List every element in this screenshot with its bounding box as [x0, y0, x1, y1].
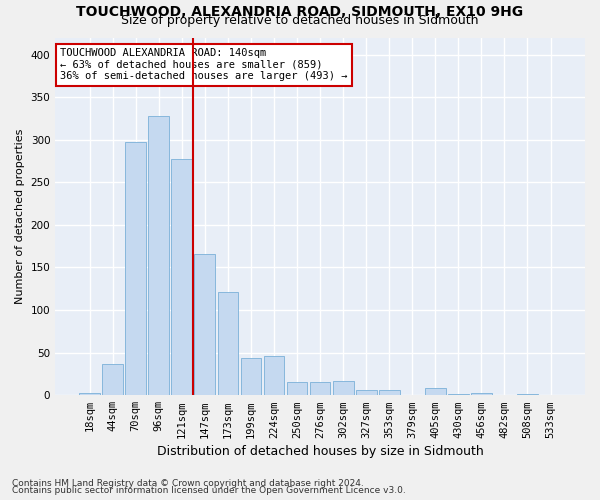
- Bar: [125, 142, 146, 395]
- Bar: [356, 390, 377, 395]
- Bar: [379, 390, 400, 395]
- Text: Contains HM Land Registry data © Crown copyright and database right 2024.: Contains HM Land Registry data © Crown c…: [12, 478, 364, 488]
- Bar: [448, 394, 469, 395]
- Text: Size of property relative to detached houses in Sidmouth: Size of property relative to detached ho…: [121, 14, 479, 27]
- Bar: [287, 382, 307, 395]
- Text: TOUCHWOOD ALEXANDRIA ROAD: 140sqm
← 63% of detached houses are smaller (859)
36%: TOUCHWOOD ALEXANDRIA ROAD: 140sqm ← 63% …: [61, 48, 348, 82]
- Bar: [79, 394, 100, 395]
- Bar: [102, 364, 123, 395]
- Bar: [218, 292, 238, 395]
- Bar: [263, 356, 284, 395]
- Bar: [471, 394, 492, 395]
- Bar: [172, 160, 192, 395]
- Bar: [310, 382, 331, 395]
- Bar: [425, 388, 446, 395]
- Bar: [241, 358, 262, 395]
- Bar: [333, 380, 353, 395]
- Bar: [517, 394, 538, 395]
- Bar: [148, 116, 169, 395]
- Text: Contains public sector information licensed under the Open Government Licence v3: Contains public sector information licen…: [12, 486, 406, 495]
- Text: TOUCHWOOD, ALEXANDRIA ROAD, SIDMOUTH, EX10 9HG: TOUCHWOOD, ALEXANDRIA ROAD, SIDMOUTH, EX…: [76, 5, 524, 19]
- X-axis label: Distribution of detached houses by size in Sidmouth: Distribution of detached houses by size …: [157, 444, 484, 458]
- Y-axis label: Number of detached properties: Number of detached properties: [15, 128, 25, 304]
- Bar: [194, 254, 215, 395]
